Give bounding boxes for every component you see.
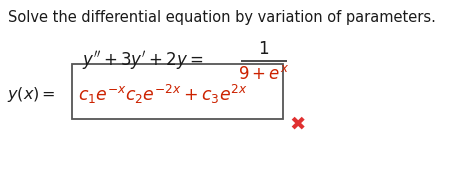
Text: $9 + e^x$: $9 + e^x$ [238,65,289,83]
Text: $\mathit{y(x)} =$: $\mathit{y(x)} =$ [6,84,55,103]
FancyBboxPatch shape [72,64,283,119]
Text: Solve the differential equation by variation of parameters.: Solve the differential equation by varia… [8,10,436,25]
Text: $\mathit{y''} + 3\mathit{y'} + 2\mathit{y} =$: $\mathit{y''} + 3\mathit{y'} + 2\mathit{… [82,49,204,73]
Text: ✖: ✖ [289,115,305,134]
Text: $1$: $1$ [258,40,269,58]
Text: $c_1 e^{-x} c_2 e^{-2x} + c_3 e^{2x}$: $c_1 e^{-x} c_2 e^{-2x} + c_3 e^{2x}$ [78,82,248,106]
